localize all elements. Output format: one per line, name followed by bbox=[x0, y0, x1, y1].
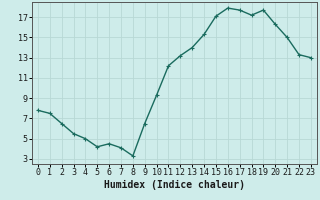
X-axis label: Humidex (Indice chaleur): Humidex (Indice chaleur) bbox=[104, 180, 245, 190]
